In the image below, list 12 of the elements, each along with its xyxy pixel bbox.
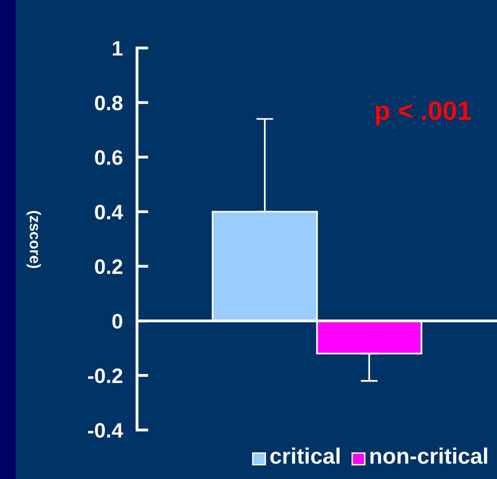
legend-label: critical bbox=[270, 448, 340, 464]
y-tick-label: 1 bbox=[112, 41, 123, 56]
legend-label: non-critical bbox=[370, 448, 488, 464]
y-tick-label: 0.2 bbox=[95, 259, 122, 274]
y-tick-label: 0.6 bbox=[95, 150, 122, 165]
y-axis-title: (zscore) bbox=[26, 210, 41, 268]
y-tick-label: 0.8 bbox=[95, 96, 122, 110]
y-tick-label: -0.4 bbox=[88, 423, 124, 438]
y-tick-label: -0.2 bbox=[88, 368, 122, 384]
y-tick-label: 0 bbox=[112, 314, 122, 329]
annotation: p < .001 bbox=[376, 101, 472, 126]
y-tick-label: 0.4 bbox=[95, 204, 124, 220]
